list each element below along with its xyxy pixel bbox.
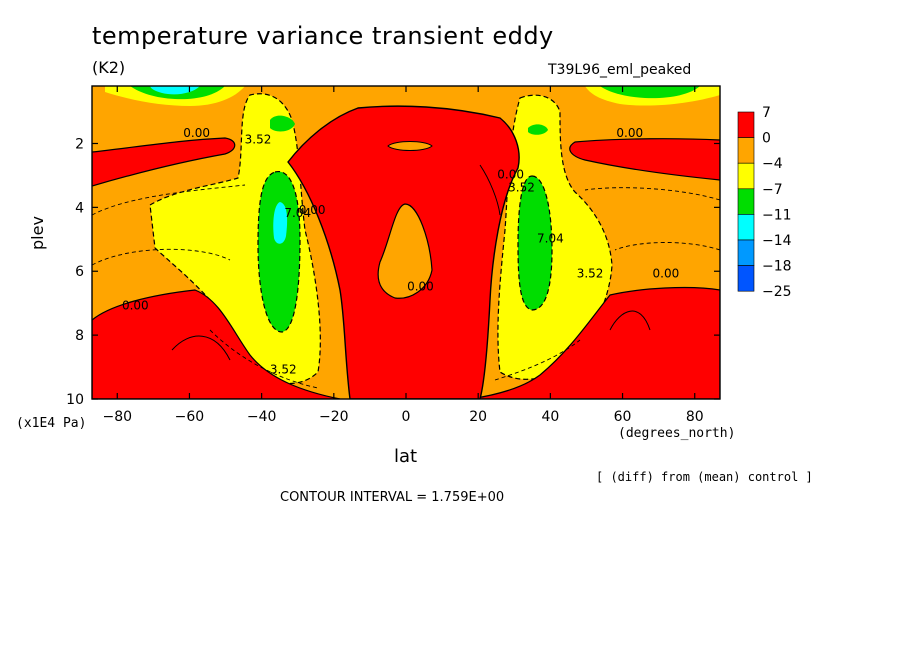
contour-label: 0.00 [407, 279, 434, 293]
fill-green-south [257, 170, 301, 333]
contour-label: 0.00 [299, 203, 326, 217]
x-axis-label: lat [394, 446, 418, 467]
contour-labels: 0.00 3.520.007.040.003.520.000.000.003.52… [122, 126, 680, 376]
contour-label: 3.52 [508, 180, 535, 194]
y-tick-label: 4 [75, 200, 84, 216]
contour-interval: CONTOUR INTERVAL = 1.759E+00 [280, 490, 505, 505]
fill-red-north-upper [569, 138, 720, 181]
colorbar: 7 0 −4 −7 −11 −14 −18 −25 [737, 105, 792, 300]
fill-cyan-south [273, 202, 288, 244]
x-tick-label: 40 [541, 409, 559, 425]
x-axis-units: (degrees_north) [618, 426, 736, 441]
contour-label: 0.00 [616, 126, 643, 140]
contour-dashed-2 [494, 187, 720, 381]
colorbar-level-label: −7 [762, 182, 783, 198]
fill-orange-top-center [387, 141, 433, 151]
fill-orange-tongue [377, 203, 433, 299]
colorbar-swatch [737, 111, 755, 138]
contour-dashed-1 [92, 184, 319, 389]
y-tick-label: 6 [75, 264, 84, 280]
colorbar-swatch [737, 265, 755, 292]
contour-label: 7.04 [284, 206, 311, 220]
chart-title: temperature variance transient eddy [92, 22, 554, 50]
x-tick-label: −20 [319, 409, 349, 425]
contour-label: 0.00 [183, 126, 210, 140]
x-tick-label: 0 [402, 409, 411, 425]
colorbar-level-label: −25 [762, 284, 792, 300]
colorbar-swatch [737, 137, 755, 164]
x-tick-label: 80 [686, 409, 704, 425]
fill-green-top-north [600, 86, 700, 99]
contour-label: 0.00 [122, 299, 149, 313]
y-tick-label: 8 [75, 328, 84, 344]
diff-note: [ (diff) from (mean) control ] [596, 470, 813, 484]
axes-group: −80 −60 −40 −20 0 20 40 60 80 2 4 6 8 10 [66, 86, 720, 425]
x-tick-label: −60 [175, 409, 205, 425]
contour-solid-thin [171, 164, 651, 361]
fill-red-south-lower [92, 289, 341, 399]
colorbar-level-label: 0 [762, 131, 771, 147]
colorbar-swatch [737, 239, 755, 266]
fill-cyan-top-south [150, 86, 200, 95]
fill-green-upper-north [528, 124, 548, 135]
contour-label: 3.52 [577, 267, 604, 281]
colorbar-level-label: −14 [762, 233, 792, 249]
colorbar-swatch [737, 162, 755, 190]
colorbar-level-label: 7 [762, 105, 771, 121]
contour-label: 0.00 [497, 168, 524, 182]
x-tick-label: −80 [102, 409, 132, 425]
colorbar-level-label: −11 [762, 207, 792, 223]
run-label: T39L96_eml_peaked [548, 62, 692, 78]
x-tick-label: −40 [247, 409, 277, 425]
fill-green-north [517, 175, 553, 311]
contour-label: 7.04 [537, 232, 564, 246]
contour-label: 3.52 [270, 362, 297, 376]
colorbar-swatch [737, 188, 755, 215]
y-axis-units: (x1E4 Pa) [16, 416, 87, 431]
colorbar-level-label: −18 [762, 259, 792, 275]
chart-units: (K2) [92, 58, 126, 77]
y-tick-label: 2 [75, 136, 84, 152]
fill-red-north-lower [469, 286, 720, 399]
contour-fill [92, 86, 720, 399]
x-tick-label: 20 [469, 409, 487, 425]
colorbar-swatch [737, 214, 755, 241]
x-tick-label: 60 [614, 409, 632, 425]
contour-label: 0.00 [653, 267, 680, 281]
fill-red-south-upper [92, 137, 236, 187]
fill-green-upper-south [270, 115, 295, 132]
colorbar-level-label: −4 [762, 156, 783, 172]
contour-label: 3.52 [245, 132, 272, 146]
y-tick-label: 10 [66, 392, 84, 408]
